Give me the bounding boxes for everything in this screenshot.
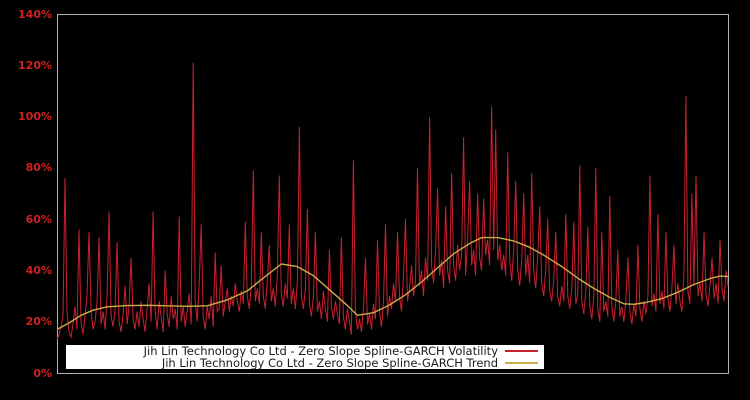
y-tick-label: 80% bbox=[25, 161, 52, 175]
trend-series-line bbox=[56, 236, 729, 331]
legend-item-volatility: Jih Lin Technology Co Ltd - Zero Slope S… bbox=[66, 345, 538, 357]
legend-item-trend: Jih Lin Technology Co Ltd - Zero Slope S… bbox=[66, 357, 538, 369]
legend-box: Jih Lin Technology Co Ltd - Zero Slope S… bbox=[65, 344, 545, 370]
y-tick-label: 40% bbox=[25, 263, 52, 277]
legend-line-sample-volatility bbox=[505, 350, 538, 352]
y-tick-label: 0% bbox=[33, 366, 52, 380]
y-tick-label: 60% bbox=[25, 212, 52, 226]
y-tick-label: 20% bbox=[25, 315, 52, 329]
legend-label-volatility: Jih Lin Technology Co Ltd - Zero Slope S… bbox=[143, 344, 498, 358]
legend-line-sample-trend bbox=[505, 362, 538, 364]
plot-frame bbox=[57, 14, 729, 374]
volatility-series-line bbox=[56, 62, 729, 340]
y-tick-label: 100% bbox=[18, 110, 52, 124]
legend-label-trend: Jih Lin Technology Co Ltd - Zero Slope S… bbox=[161, 356, 498, 370]
y-tick-label: 140% bbox=[18, 7, 52, 21]
y-tick-label: 120% bbox=[18, 58, 52, 72]
